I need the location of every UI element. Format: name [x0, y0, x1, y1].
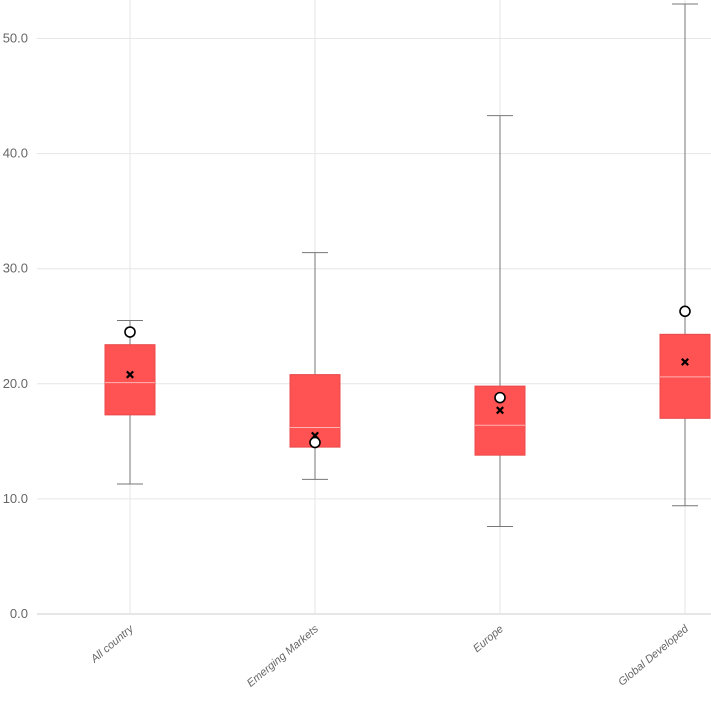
- y-tick-label: 40.0: [3, 146, 28, 161]
- box-emerging-markets: [289, 252, 341, 480]
- current-value-marker: [494, 391, 506, 404]
- iqr-box: [659, 333, 711, 419]
- x-axis: All country Emerging Markets Europe Global …: [88, 622, 691, 690]
- x-tick-label: Europe: [471, 623, 506, 655]
- iqr-box: [104, 344, 156, 416]
- x-tick-label: All country: [88, 622, 137, 666]
- current-value-marker: [124, 326, 136, 338]
- x-tick-label: Emerging Markets: [245, 623, 321, 690]
- plot-area: [104, 3, 711, 528]
- y-axis: 0.0 10.0 20.0 30.0 40.0 50.0: [3, 31, 28, 621]
- box-europe: [474, 115, 526, 528]
- mean-marker: [126, 370, 134, 379]
- current-value-marker: [679, 305, 691, 318]
- y-tick-label: 10.0: [3, 491, 28, 506]
- y-tick-label: 0.0: [10, 606, 28, 621]
- box-all-country: [104, 320, 156, 485]
- y-tick-label: 50.0: [3, 31, 28, 46]
- y-tick-label: 30.0: [3, 261, 28, 276]
- x-tick-label: Global Developed: [616, 623, 691, 689]
- current-value-marker: [309, 436, 321, 449]
- y-tick-label: 20.0: [3, 376, 28, 391]
- box-global-developed: [659, 3, 711, 507]
- mean-marker: [681, 357, 689, 366]
- mean-marker: [496, 406, 504, 415]
- grid-lines: [37, 0, 711, 615]
